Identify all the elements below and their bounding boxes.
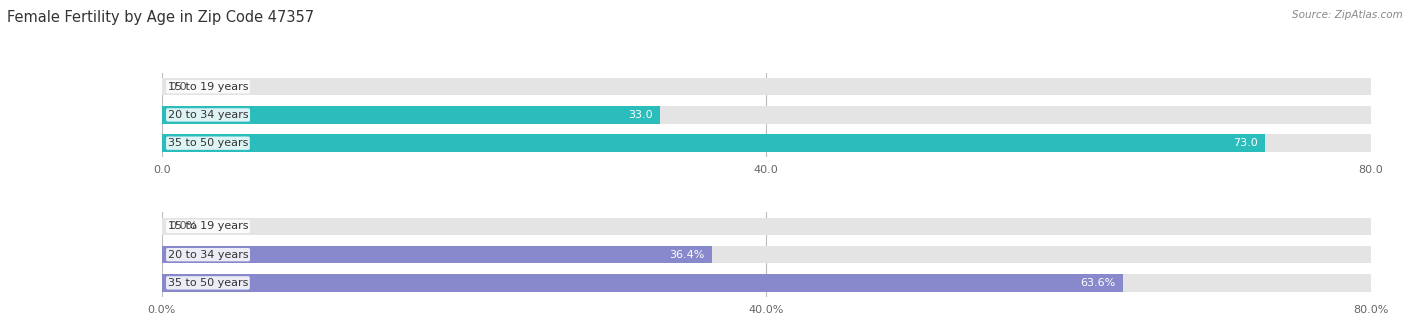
Bar: [162, 134, 1265, 152]
Text: 15 to 19 years: 15 to 19 years: [167, 221, 249, 231]
Bar: [162, 246, 711, 263]
Text: 73.0: 73.0: [1233, 138, 1257, 148]
Bar: [162, 78, 1371, 95]
Bar: [162, 106, 661, 124]
Text: 0.0%: 0.0%: [169, 221, 197, 231]
Text: 15 to 19 years: 15 to 19 years: [167, 82, 249, 92]
Bar: [162, 106, 1371, 124]
Text: 63.6%: 63.6%: [1080, 278, 1115, 288]
Bar: [162, 218, 1371, 235]
Text: 36.4%: 36.4%: [669, 250, 704, 260]
Text: 35 to 50 years: 35 to 50 years: [167, 138, 247, 148]
Bar: [162, 274, 1123, 292]
Text: 20 to 34 years: 20 to 34 years: [167, 250, 249, 260]
Text: 35 to 50 years: 35 to 50 years: [167, 278, 247, 288]
Text: 20 to 34 years: 20 to 34 years: [167, 110, 249, 120]
Bar: [162, 246, 1371, 263]
Bar: [162, 134, 1371, 152]
Text: Female Fertility by Age in Zip Code 47357: Female Fertility by Age in Zip Code 4735…: [7, 10, 314, 25]
Text: 33.0: 33.0: [628, 110, 652, 120]
Text: 0.0: 0.0: [169, 82, 187, 92]
Text: Source: ZipAtlas.com: Source: ZipAtlas.com: [1292, 10, 1403, 20]
Bar: [162, 274, 1371, 292]
